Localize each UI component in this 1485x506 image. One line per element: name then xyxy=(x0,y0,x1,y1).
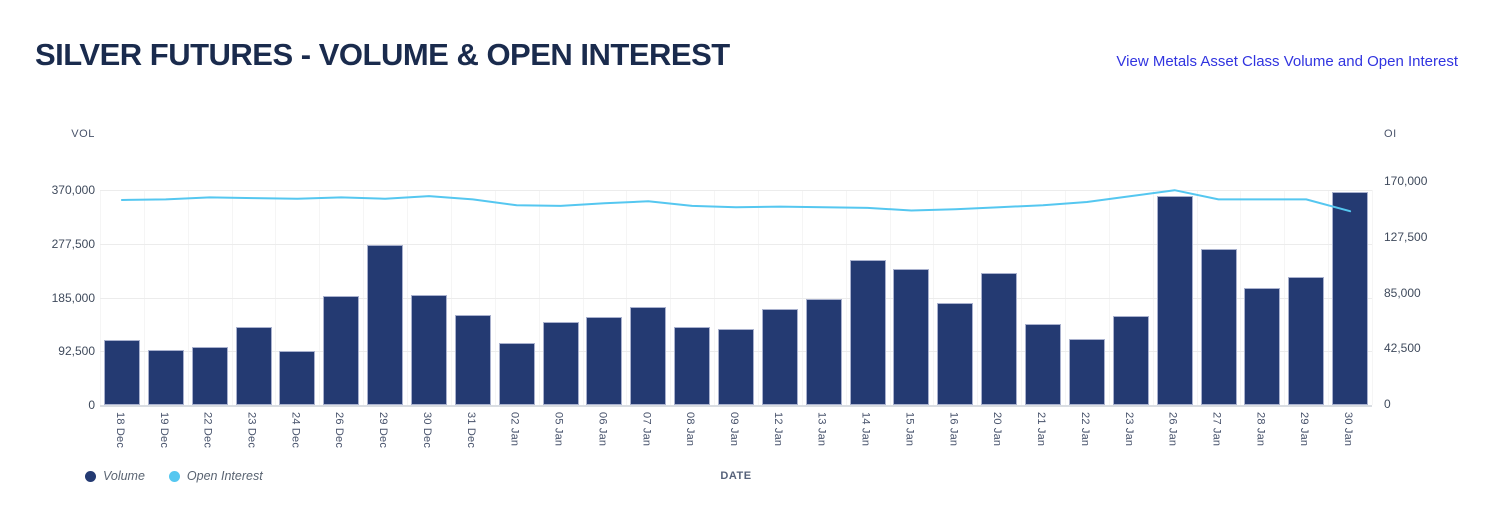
volume-bar xyxy=(586,317,623,405)
open-interest-swatch-icon xyxy=(168,470,180,482)
x-axis-date-label: 19 Dec xyxy=(157,412,170,449)
volume-bar xyxy=(191,346,228,405)
volume-bar xyxy=(630,307,667,405)
right-axis-tick-label: 0 xyxy=(1384,397,1391,411)
legend-label-volume: Volume xyxy=(103,469,145,483)
volume-bar xyxy=(323,295,360,405)
horizontal-gridline xyxy=(100,190,1372,191)
left-axis-tick-label: 277,500 xyxy=(51,236,95,251)
left-axis-tick-label: 370,000 xyxy=(51,183,95,197)
horizontal-gridline xyxy=(100,297,1372,299)
volume-bar xyxy=(147,349,184,405)
x-axis-date-label: 26 Jan xyxy=(1166,412,1179,447)
left-axis-tick-label: 0 xyxy=(88,398,95,412)
x-axis-date-label: 14 Jan xyxy=(859,412,872,447)
x-axis-date-label: 12 Jan xyxy=(771,412,784,447)
x-axis-date-label: 21 Jan xyxy=(1035,412,1047,447)
x-axis-date-label: 30 Jan xyxy=(1342,412,1355,447)
volume-bar xyxy=(103,339,140,405)
volume-bar xyxy=(542,321,579,405)
page-title: SILVER FUTURES - VOLUME & OPEN INTEREST xyxy=(35,37,730,72)
x-axis-date-label: 08 Jan xyxy=(684,412,697,447)
volume-bar xyxy=(454,314,491,405)
volume-bar xyxy=(805,298,842,405)
right-axis-tick-label: 127,500 xyxy=(1384,229,1428,244)
x-axis-date-label: 24 Dec xyxy=(289,412,302,449)
volume-bar xyxy=(1332,191,1369,405)
volume-bar xyxy=(1156,195,1193,405)
x-axis-date-label: 26 Dec xyxy=(333,412,346,449)
legend-item-open-interest[interactable]: Open Interest xyxy=(168,469,263,483)
legend-label-open-interest: Open Interest xyxy=(186,469,263,483)
right-axis-tick-label: 42,500 xyxy=(1384,341,1421,356)
volume-bar xyxy=(1112,315,1149,405)
volume-bar xyxy=(849,260,886,405)
volume-bar xyxy=(411,294,447,405)
volume-bar xyxy=(718,328,754,405)
volume-bar xyxy=(1068,338,1105,405)
volume-bar xyxy=(498,343,535,405)
x-axis-date-label: 30 Dec xyxy=(421,412,433,449)
x-axis-date-label: 06 Jan xyxy=(596,412,609,447)
x-axis-date-label: 18 Dec xyxy=(113,412,126,449)
x-axis-line xyxy=(100,405,1372,407)
volume-bar xyxy=(1025,323,1061,405)
legend-item-volume[interactable]: Volume xyxy=(85,469,145,483)
x-axis-date-label: 27 Jan xyxy=(1210,412,1223,447)
volume-bar xyxy=(1244,287,1281,405)
right-axis-tick-label: 170,000 xyxy=(1384,174,1428,188)
x-axis-date-label: 07 Jan xyxy=(640,412,653,447)
x-axis-date-label: 09 Jan xyxy=(728,412,740,447)
volume-bar xyxy=(367,245,404,405)
right-axis-tick-label: 85,000 xyxy=(1384,285,1421,300)
volume-bar xyxy=(937,302,974,405)
volume-bar xyxy=(1200,248,1237,405)
right-axis-title: OI xyxy=(1384,128,1397,140)
horizontal-gridline xyxy=(100,243,1372,245)
x-axis-date-label: 29 Dec xyxy=(377,412,390,449)
x-axis-date-label: 22 Jan xyxy=(1078,412,1091,447)
volume-swatch-icon xyxy=(85,470,96,482)
left-axis-tick-label: 92,500 xyxy=(58,344,95,359)
x-axis-date-label: 16 Jan xyxy=(947,412,960,447)
x-axis-date-label: 22 Dec xyxy=(201,412,214,449)
volume-bar xyxy=(761,309,798,405)
x-axis-date-label: 28 Jan xyxy=(1254,412,1267,447)
vertical-gridline xyxy=(1372,190,1373,405)
left-axis-title: VOL xyxy=(71,128,95,140)
x-axis-date-label: 23 Dec xyxy=(245,412,258,449)
x-axis-date-label: 13 Jan xyxy=(815,412,828,447)
volume-bar xyxy=(981,273,1018,405)
x-axis-date-label: 31 Dec xyxy=(464,412,477,449)
volume-bar xyxy=(893,269,930,405)
x-axis-date-label: 20 Jan xyxy=(991,412,1004,447)
x-axis-date-label: 02 Jan xyxy=(508,412,521,447)
left-axis-tick-label: 185,000 xyxy=(51,290,95,305)
volume-bar xyxy=(235,327,272,405)
volume-bar xyxy=(279,351,316,405)
volume-bar xyxy=(1288,277,1325,405)
chart-legend: Volume Open Interest xyxy=(85,469,263,483)
x-axis-date-label: 15 Jan xyxy=(903,412,916,447)
view-metals-asset-class-link[interactable]: View Metals Asset Class Volume and Open … xyxy=(1116,53,1458,70)
x-axis-date-label: 05 Jan xyxy=(552,412,565,447)
x-axis-date-label: 23 Jan xyxy=(1122,412,1135,447)
x-axis-date-label: 29 Jan xyxy=(1298,412,1311,447)
x-axis-title: DATE xyxy=(720,470,752,482)
volume-bar xyxy=(674,326,711,405)
